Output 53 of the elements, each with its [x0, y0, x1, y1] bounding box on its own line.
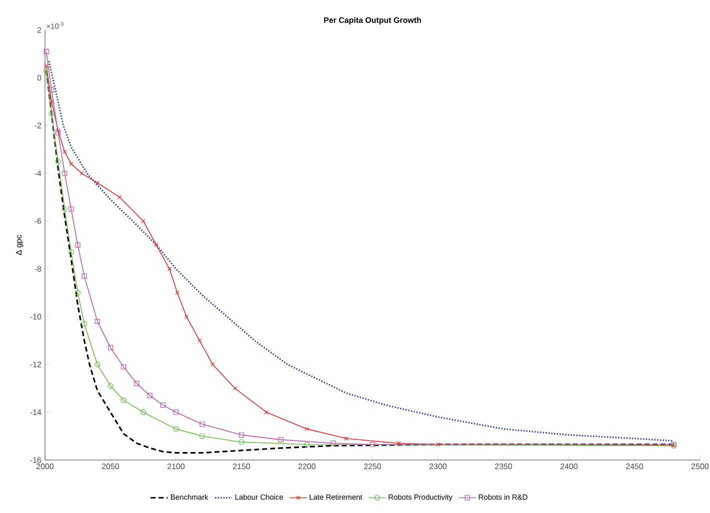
point — [238, 439, 244, 445]
point — [44, 48, 49, 54]
point — [62, 150, 67, 154]
point — [56, 128, 60, 132]
point — [173, 426, 179, 432]
point — [74, 290, 81, 296]
point — [56, 130, 61, 136]
point — [160, 402, 166, 408]
point — [184, 314, 189, 319]
point — [147, 392, 152, 398]
point — [199, 433, 205, 439]
point — [154, 242, 158, 248]
point — [436, 442, 440, 447]
point — [120, 397, 126, 404]
point — [304, 442, 310, 448]
point — [95, 180, 100, 185]
point — [62, 206, 68, 212]
point — [118, 195, 122, 200]
point — [55, 158, 61, 164]
point — [108, 345, 114, 350]
point — [167, 266, 172, 271]
point — [94, 362, 100, 368]
point — [82, 273, 87, 279]
point — [370, 442, 376, 448]
point — [134, 380, 140, 386]
point — [232, 386, 238, 390]
point — [108, 383, 114, 389]
point — [68, 249, 74, 255]
point — [344, 436, 348, 441]
point — [210, 362, 215, 367]
point — [49, 100, 54, 104]
point — [175, 290, 180, 295]
point — [198, 338, 202, 343]
point — [82, 321, 88, 327]
point — [200, 422, 205, 427]
point — [94, 318, 100, 324]
point — [330, 440, 336, 446]
point — [304, 426, 310, 432]
point — [69, 162, 74, 166]
point — [80, 171, 84, 176]
point — [75, 242, 80, 248]
point — [278, 437, 284, 442]
point — [141, 219, 146, 224]
point — [48, 87, 54, 92]
point — [121, 364, 126, 370]
point — [264, 410, 268, 414]
point — [68, 206, 74, 212]
point — [48, 110, 54, 116]
point — [173, 410, 179, 415]
point — [140, 409, 146, 416]
point — [396, 441, 401, 446]
point — [62, 170, 68, 176]
point — [238, 432, 244, 438]
